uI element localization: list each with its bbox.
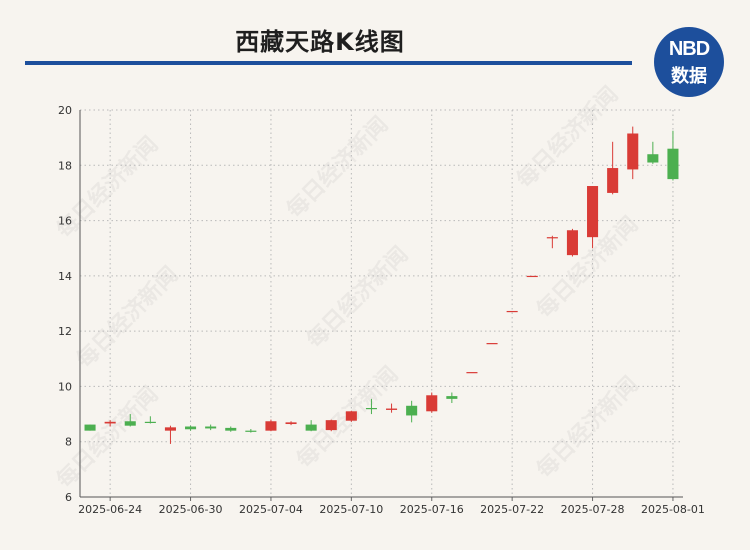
- candle-body: [607, 168, 619, 193]
- y-tick-label: 18: [58, 159, 72, 172]
- x-tick-label: 2025-08-01: [641, 503, 705, 516]
- candle-body: [205, 426, 217, 429]
- y-tick-label: 8: [65, 436, 72, 449]
- x-tick-label: 2025-07-16: [400, 503, 464, 516]
- candle-body: [667, 148, 679, 180]
- candle-body: [627, 133, 639, 170]
- x-tick-label: 2025-07-22: [480, 503, 544, 516]
- candle-body: [104, 421, 116, 424]
- logo-text-top: NBD: [668, 38, 710, 60]
- candle-body: [526, 275, 538, 278]
- x-tick-label: 2025-06-24: [78, 503, 142, 516]
- title-underline: [25, 61, 632, 65]
- candle-body: [566, 230, 578, 256]
- candle-body: [225, 427, 237, 431]
- y-tick-label: 6: [65, 491, 72, 504]
- candle-body: [647, 154, 659, 163]
- x-tick-label: 2025-07-04: [239, 503, 303, 516]
- candle-body: [546, 237, 558, 239]
- candle-body: [144, 421, 156, 424]
- candle-body: [506, 310, 518, 313]
- candle-body: [446, 396, 458, 399]
- candle-body: [325, 420, 337, 431]
- chart-title: 西藏天路K线图: [235, 28, 405, 56]
- x-tick-label: 2025-06-30: [159, 503, 223, 516]
- x-tick-label: 2025-07-28: [561, 503, 625, 516]
- x-tick-label: 2025-07-10: [319, 503, 383, 516]
- candle-body: [345, 411, 357, 421]
- y-tick-label: 14: [58, 270, 72, 283]
- candle-body: [466, 372, 478, 374]
- candle-body: [185, 426, 197, 430]
- candle-body: [406, 405, 418, 416]
- candle-body: [587, 186, 599, 238]
- y-tick-label: 12: [58, 325, 72, 338]
- candle-body: [164, 427, 176, 431]
- candle-body: [265, 421, 277, 431]
- candle-body: [365, 407, 377, 410]
- y-tick-label: 10: [58, 380, 72, 393]
- y-tick-label: 20: [58, 104, 72, 117]
- y-tick-label: 16: [58, 215, 72, 228]
- logo-text-bottom: 数据: [671, 66, 707, 86]
- candle-body: [285, 422, 297, 425]
- candle-body: [245, 430, 257, 432]
- candle-body: [386, 408, 398, 410]
- candle-body: [426, 395, 438, 412]
- candle-body: [486, 343, 498, 345]
- candle-body: [305, 424, 317, 431]
- candle-body: [124, 421, 136, 426]
- candle-body: [84, 424, 96, 431]
- nbd-logo: NBD 数据: [654, 27, 724, 97]
